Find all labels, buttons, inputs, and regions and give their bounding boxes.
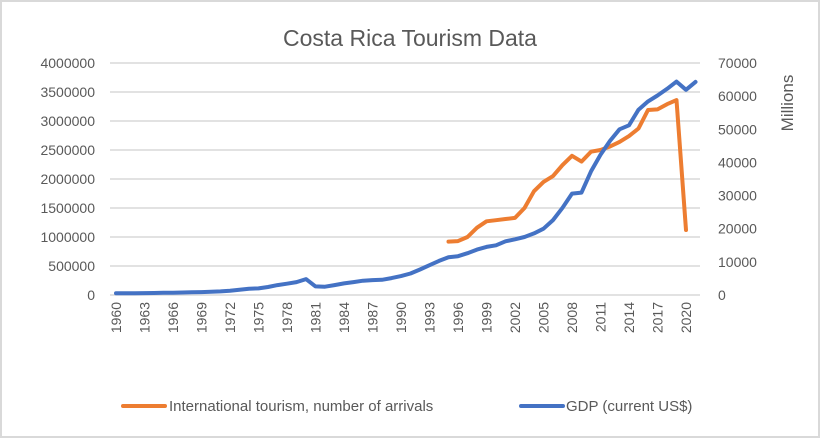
y-tick-label: 2500000	[40, 142, 95, 158]
y2-tick-label: 50000	[718, 121, 757, 137]
x-tick-label: 1963	[137, 302, 153, 333]
gridlines	[110, 62, 700, 296]
y-tick-label: 3500000	[40, 84, 95, 100]
y-tick-label: 2000000	[40, 171, 95, 187]
x-tick-label: 1999	[479, 302, 495, 333]
x-tick-label: 1987	[365, 302, 381, 333]
legend-label-tourism: International tourism, number of arrival…	[169, 398, 433, 415]
x-tick-label: 1960	[108, 302, 124, 333]
x-tick-label: 2008	[564, 302, 580, 333]
x-tick-label: 1996	[450, 302, 466, 333]
right-axis-title: Millions	[778, 75, 797, 132]
x-tick-label: 1969	[194, 302, 210, 333]
x-tick-label: 1993	[422, 302, 438, 333]
x-tick-label: 1966	[165, 302, 181, 333]
y2-tick-label: 10000	[718, 254, 757, 270]
x-tick-label: 1972	[222, 302, 238, 333]
legend-label-gdp: GDP (current US$)	[566, 398, 692, 415]
x-axis-ticks: 1960 1963 1966 1969 1972 1975 1978 1981 1984 1987…	[108, 302, 694, 333]
x-tick-label: 1978	[279, 302, 295, 333]
x-tick-label: 2005	[536, 302, 552, 333]
y-tick-label: 0	[87, 287, 95, 303]
left-axis-ticks: 0 500000 1000000 1500000 2000000 2500000 30000…	[40, 55, 95, 303]
y2-tick-label: 0	[718, 287, 726, 303]
x-tick-label: 1990	[393, 302, 409, 333]
y-tick-label: 1500000	[40, 200, 95, 216]
right-axis-ticks: 0 10000 20000 30000 40000 50000 60000 70000	[718, 55, 757, 303]
y2-tick-label: 60000	[718, 88, 757, 104]
x-tick-label: 2020	[678, 302, 694, 333]
series-line-tourism	[446, 98, 688, 244]
chart-title: Costa Rica Tourism Data	[283, 25, 537, 51]
y-tick-label: 3000000	[40, 113, 95, 129]
series-line-gdp	[114, 79, 698, 296]
x-tick-label: 2017	[650, 302, 666, 333]
legend: International tourism, number of arrival…	[121, 398, 692, 415]
series-lines	[114, 79, 698, 296]
x-tick-label: 1981	[308, 302, 324, 333]
x-tick-label: 2011	[593, 302, 609, 332]
y-tick-label: 500000	[48, 258, 95, 274]
x-tick-label: 2002	[507, 302, 523, 333]
y2-tick-label: 70000	[718, 55, 757, 71]
y2-tick-label: 30000	[718, 188, 757, 204]
y-tick-label: 4000000	[40, 55, 95, 71]
y-tick-label: 1000000	[40, 229, 95, 245]
x-tick-label: 1975	[251, 302, 267, 333]
y2-tick-label: 20000	[718, 221, 757, 237]
x-tick-label: 2014	[621, 302, 637, 333]
x-tick-label: 1984	[336, 302, 352, 333]
y2-tick-label: 40000	[718, 154, 757, 170]
